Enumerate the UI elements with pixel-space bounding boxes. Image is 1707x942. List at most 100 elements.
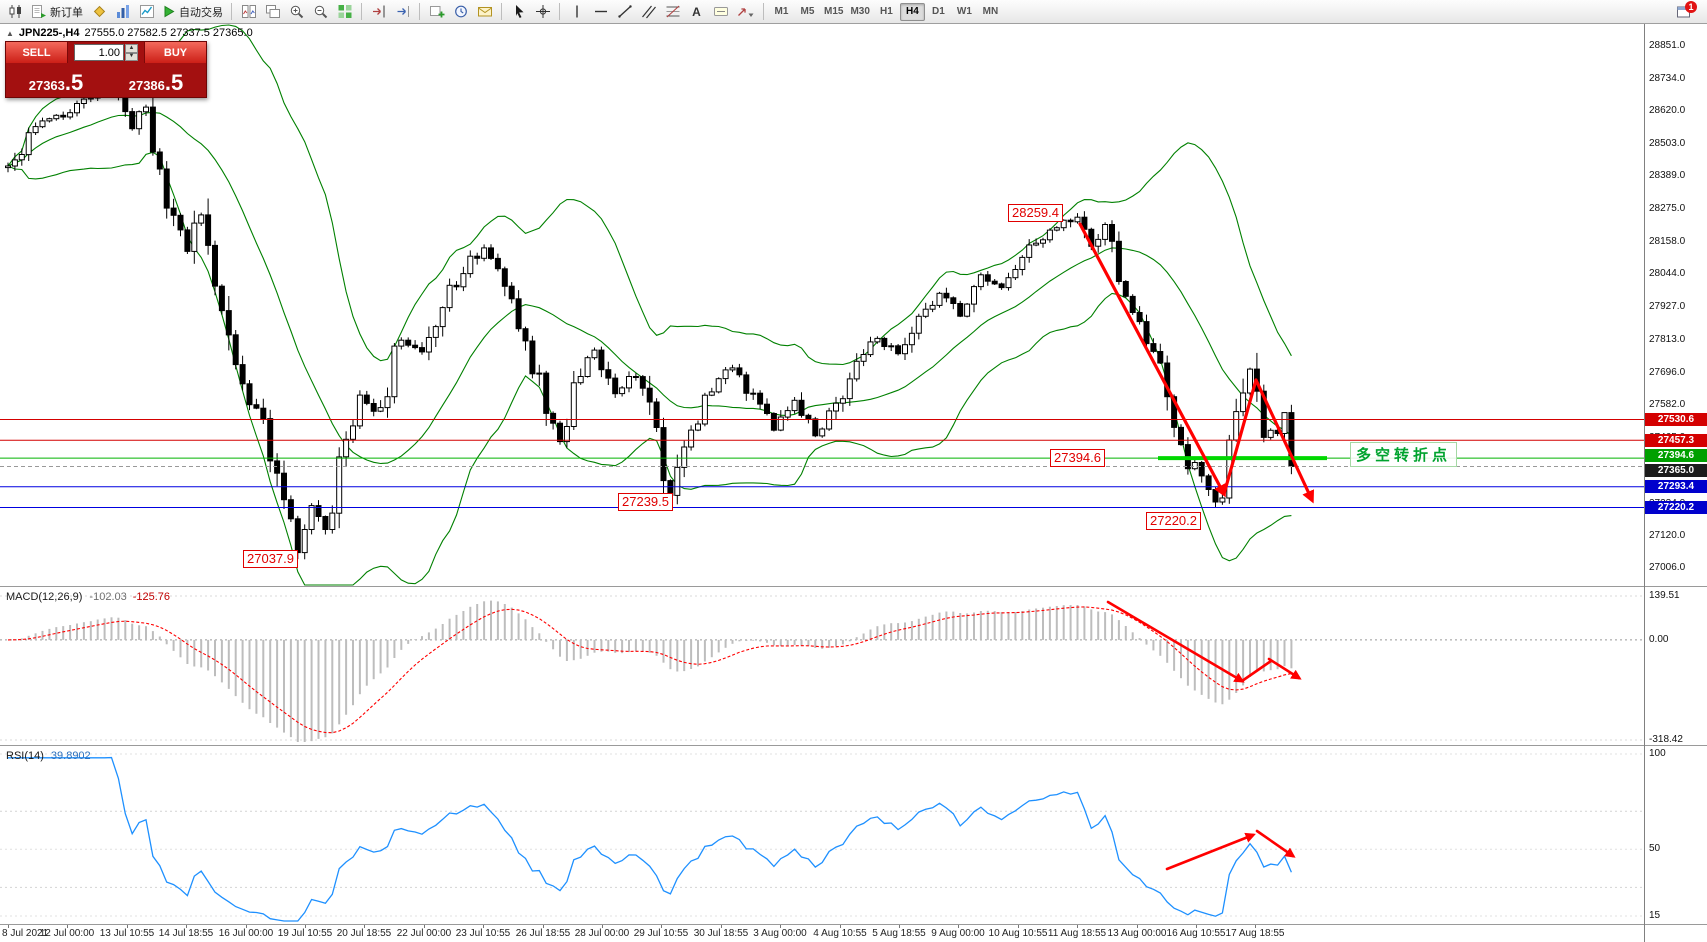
time-axis-label: 28 Jul 00:00 xyxy=(574,928,630,939)
sell-price-main: 27363 xyxy=(28,77,65,93)
macd-indicator-panel[interactable] xyxy=(0,588,1644,745)
price-annotation-28259.4[interactable]: 28259.4 xyxy=(1008,204,1063,222)
toolbar-separator xyxy=(231,3,232,20)
macd-name: MACD(12,26,9) xyxy=(6,591,83,603)
time-tick xyxy=(424,925,425,928)
arrange-windows-icon[interactable] xyxy=(333,1,356,22)
vertical-line-icon[interactable] xyxy=(565,1,588,22)
price-tag-27457.3: 27457.3 xyxy=(1645,434,1707,447)
symbol-ohlc-info: ▲ JPN225-,H4 27555.0 27582.5 27337.5 273… xyxy=(6,27,253,39)
zoom-out-icon[interactable] xyxy=(309,1,332,22)
crosshair-icon[interactable] xyxy=(531,1,554,22)
price-tag-27530.6: 27530.6 xyxy=(1645,413,1707,426)
price-axis-label: 28734.0 xyxy=(1649,73,1686,84)
horizontal-line-icon[interactable] xyxy=(589,1,612,22)
notifications-icon[interactable]: 1 xyxy=(1672,1,1697,22)
data-window-icon[interactable] xyxy=(135,1,158,22)
sell-button[interactable]: SELL xyxy=(6,42,68,63)
zoom-in-icon[interactable] xyxy=(285,1,308,22)
time-axis-label: 16 Aug 10:55 xyxy=(1166,928,1226,939)
price-annotation-27037.9[interactable]: 27037.9 xyxy=(243,550,298,568)
buy-price[interactable]: 27386 .5 xyxy=(106,63,206,97)
chart-shift-icon[interactable] xyxy=(367,1,390,22)
lot-size-input[interactable] xyxy=(74,44,124,61)
collapse-panel-icon[interactable]: ▲ xyxy=(6,28,14,38)
cascade-windows-icon[interactable] xyxy=(261,1,284,22)
time-tick xyxy=(1196,925,1197,928)
new-window-icon[interactable] xyxy=(425,1,448,22)
timeframe-w1-button[interactable]: W1 xyxy=(952,3,977,21)
text-label-icon[interactable] xyxy=(709,1,732,22)
price-axis[interactable]: 28851.0 28734.0 28620.0 28503.0 28389.0 28275… xyxy=(1645,24,1707,942)
price-axis-label: 27120.0 xyxy=(1649,530,1686,541)
price-annotation-27220.2[interactable]: 27220.2 xyxy=(1146,512,1201,530)
macd-signal-value: -125.76 xyxy=(132,591,171,603)
timeframe-m5-button[interactable]: M5 xyxy=(795,3,820,21)
rsi-axis-label: 50 xyxy=(1649,843,1661,854)
timeframe-h4-button[interactable]: H4 xyxy=(899,2,925,21)
new-order-button[interactable]: 新订单 xyxy=(28,1,86,22)
time-axis-label: 29 Jul 10:55 xyxy=(633,928,689,939)
period-clock-icon[interactable] xyxy=(449,1,472,22)
rsi-label: RSI(14) 39.8902 xyxy=(6,750,91,762)
buy-button[interactable]: BUY xyxy=(144,42,206,63)
time-tick xyxy=(305,925,306,928)
price-axis-label: 28389.0 xyxy=(1649,170,1686,181)
price-axis-label: 27006.0 xyxy=(1649,562,1686,573)
toolbar-separator xyxy=(559,3,560,20)
time-axis-label: 17 Aug 18:55 xyxy=(1225,928,1285,939)
price-chart[interactable] xyxy=(0,24,1644,586)
timeframe-m1-button[interactable]: M1 xyxy=(769,3,794,21)
arrows-shapes-icon[interactable] xyxy=(733,1,758,22)
price-annotation-27239.5[interactable]: 27239.5 xyxy=(618,493,673,511)
time-axis[interactable]: 8 Jul 2021 12 Jul 00:00 13 Jul 10:55 14 Jul… xyxy=(0,925,1644,942)
time-tick xyxy=(1018,925,1019,928)
timeframe-mn-button[interactable]: MN xyxy=(978,3,1003,21)
time-axis-label: 19 Jul 10:55 xyxy=(277,928,333,939)
macd-axis-label: 139.51 xyxy=(1649,590,1680,601)
lot-increase-button[interactable]: ▲ xyxy=(125,44,138,53)
time-axis-label: 26 Jul 18:55 xyxy=(515,928,571,939)
time-tick xyxy=(1255,925,1256,928)
time-axis-label: 30 Jul 18:55 xyxy=(693,928,749,939)
time-tick xyxy=(186,925,187,928)
sell-price[interactable]: 27363 .5 xyxy=(6,63,106,97)
macd-axis-label: 0.00 xyxy=(1649,634,1669,645)
price-tag-27394.6: 27394.6 xyxy=(1645,449,1707,462)
market-watch-icon[interactable] xyxy=(111,1,134,22)
new-chart-icon[interactable] xyxy=(4,1,27,22)
time-axis-label: 22 Jul 00:00 xyxy=(396,928,452,939)
timeframe-h1-button[interactable]: H1 xyxy=(874,3,899,21)
timeframe-m15-button[interactable]: M15 xyxy=(821,3,846,21)
time-axis-label: 16 Jul 00:00 xyxy=(218,928,274,939)
price-annotation-27394.6[interactable]: 27394.6 xyxy=(1050,449,1105,467)
lot-decrease-button[interactable]: ▼ xyxy=(125,52,138,61)
rsi-line xyxy=(8,756,1292,922)
price-axis-label: 28620.0 xyxy=(1649,105,1686,116)
panel-separator[interactable] xyxy=(0,745,1707,746)
time-axis-label: 3 Aug 00:00 xyxy=(753,928,807,939)
channel-icon[interactable] xyxy=(637,1,660,22)
time-axis-label: 4 Aug 10:55 xyxy=(813,928,867,939)
rsi-indicator-panel[interactable] xyxy=(0,747,1644,924)
cursor-icon[interactable] xyxy=(507,1,530,22)
timeframe-d1-button[interactable]: D1 xyxy=(926,3,951,21)
price-axis-label: 28503.0 xyxy=(1649,138,1686,149)
panel-separator[interactable] xyxy=(0,586,1707,587)
time-tick xyxy=(1077,925,1078,928)
sell-price-pips: .5 xyxy=(64,70,84,96)
mailbox-icon[interactable] xyxy=(473,1,496,22)
turning-point-note[interactable]: 多空转折点 xyxy=(1350,442,1458,467)
metaquotes-icon[interactable] xyxy=(87,1,110,22)
text-icon[interactable]: A xyxy=(685,1,708,22)
timeframe-m30-button[interactable]: M30 xyxy=(847,3,872,21)
time-axis-label: 10 Aug 10:55 xyxy=(988,928,1048,939)
fibonacci-icon[interactable] xyxy=(661,1,684,22)
trendline-icon[interactable] xyxy=(613,1,636,22)
autotrading-button[interactable]: 自动交易 xyxy=(159,1,226,22)
time-tick xyxy=(958,925,959,928)
auto-scroll-icon[interactable] xyxy=(391,1,414,22)
tile-windows-icon[interactable] xyxy=(237,1,260,22)
panel-separator[interactable] xyxy=(0,924,1707,925)
